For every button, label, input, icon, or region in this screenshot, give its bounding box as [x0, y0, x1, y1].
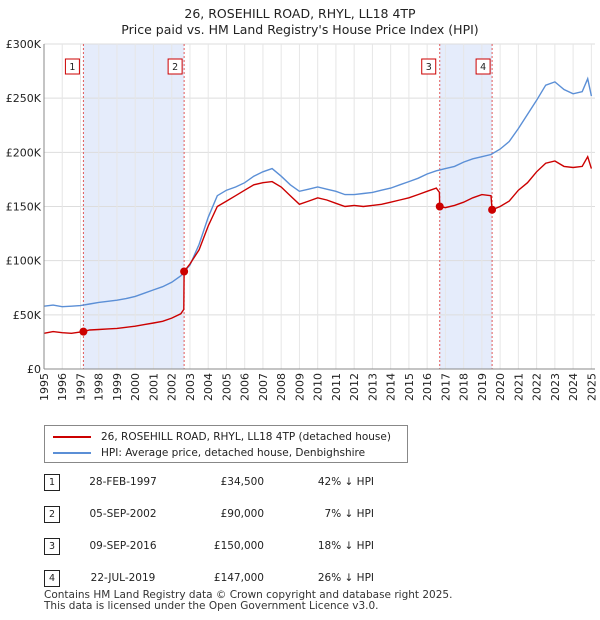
footer-licence: This data is licensed under the Open Gov…: [44, 600, 379, 612]
sale-marker-box: [421, 58, 437, 75]
sale-marker-label: 2: [172, 62, 178, 73]
chart-title: 26, ROSEHILL ROAD, RHYL, LL18 4TP: [184, 6, 416, 21]
y-tick-label: £50K: [13, 309, 42, 322]
sale-price: £150,000: [213, 540, 264, 552]
y-tick-label: £200K: [6, 146, 42, 159]
x-tick-label: 2018: [458, 373, 471, 401]
x-tick-label: 2004: [202, 373, 215, 401]
sale-date: 09-SEP-2016: [89, 540, 157, 552]
sale-date: 22-JUL-2019: [90, 572, 156, 584]
x-tick-label: 2012: [348, 373, 361, 401]
sale-price: £147,000: [213, 572, 264, 584]
sale-point: [435, 202, 444, 211]
legend-label-hpi: HPI: Average price, detached house, Denb…: [101, 447, 366, 459]
x-tick-label: 1997: [74, 373, 87, 401]
sale-marker-label: 1: [69, 62, 75, 73]
sale-number: 2: [44, 506, 60, 523]
y-tick-label: £0: [27, 363, 41, 376]
y-tick-label: £150K: [6, 201, 42, 214]
sale-price: £34,500: [220, 476, 264, 488]
sale-hpi-diff: 18% ↓ HPI: [317, 540, 374, 552]
y-tick-label: £300K: [6, 38, 42, 51]
x-tick-label: 2020: [494, 373, 507, 401]
sale-number: 4: [44, 570, 60, 587]
sale-marker-box: [475, 58, 491, 75]
sale-marker-label: 4: [480, 62, 486, 73]
footer-attribution: Contains HM Land Registry data © Crown c…: [44, 590, 452, 612]
footer-copyright: Contains HM Land Registry data © Crown c…: [44, 589, 453, 601]
x-tick-label: 2016: [421, 373, 434, 401]
sale-row: 1 28-FEB-1997 £34,500 42% ↓ HPI: [44, 474, 584, 492]
sale-row: 3 09-SEP-2016 £150,000 18% ↓ HPI: [44, 538, 584, 556]
legend-entry-property: 26, ROSEHILL ROAD, RHYL, LL18 4TP (detac…: [53, 429, 391, 445]
chart-legend: 26, ROSEHILL ROAD, RHYL, LL18 4TP (detac…: [44, 425, 408, 463]
sale-hpi-diff: 7% ↓ HPI: [324, 508, 374, 520]
x-tick-label: 2021: [512, 373, 525, 401]
sale-marker-box: [64, 58, 80, 75]
sale-number: 3: [44, 538, 60, 555]
x-tick-label: 2009: [293, 373, 306, 401]
x-tick-label: 2005: [220, 373, 233, 401]
sale-point: [180, 267, 189, 276]
sale-marker-box: [167, 58, 183, 75]
sale-number: 1: [44, 474, 60, 491]
sale-price: £90,000: [220, 508, 264, 520]
x-tick-label: 2023: [549, 373, 562, 401]
x-tick-label: 2025: [585, 373, 598, 401]
x-tick-label: 2011: [330, 373, 343, 401]
x-tick-label: 2006: [239, 373, 252, 401]
legend-swatch-property: [53, 436, 91, 438]
chart-subtitle: Price paid vs. HM Land Registry's House …: [121, 22, 479, 37]
legend-label-property: 26, ROSEHILL ROAD, RHYL, LL18 4TP (detac…: [101, 431, 391, 443]
y-tick-label: £100K: [6, 255, 42, 268]
sale-row: 4 22-JUL-2019 £147,000 26% ↓ HPI: [44, 570, 584, 588]
x-tick-label: 1999: [111, 373, 124, 401]
x-tick-label: 2017: [439, 373, 452, 401]
sale-row: 2 05-SEP-2002 £90,000 7% ↓ HPI: [44, 506, 584, 524]
x-tick-label: 2010: [312, 373, 325, 401]
x-tick-label: 2007: [257, 373, 270, 401]
x-tick-label: 1995: [38, 373, 51, 401]
x-tick-label: 2003: [184, 373, 197, 401]
x-tick-label: 2013: [366, 373, 379, 401]
x-tick-label: 2001: [147, 373, 160, 401]
x-tick-label: 2019: [476, 373, 489, 401]
sale-point: [79, 327, 88, 336]
x-tick-label: 2000: [129, 373, 142, 401]
x-tick-label: 2002: [166, 373, 179, 401]
x-tick-label: 1998: [93, 373, 106, 401]
y-tick-label: £250K: [6, 92, 42, 105]
x-tick-label: 2015: [403, 373, 416, 401]
sale-marker-label: 3: [426, 62, 432, 73]
sale-hpi-diff: 42% ↓ HPI: [317, 476, 374, 488]
series-line-property: [43, 154, 593, 335]
x-tick-label: 2014: [385, 373, 398, 401]
legend-entry-hpi: HPI: Average price, detached house, Denb…: [53, 445, 365, 461]
x-tick-label: 2024: [567, 373, 580, 401]
sale-point: [488, 205, 497, 214]
sale-date: 05-SEP-2002: [89, 508, 157, 520]
x-tick-label: 2022: [531, 373, 544, 401]
sale-date: 28-FEB-1997: [89, 476, 157, 488]
series-line-hpi: [43, 76, 593, 308]
x-tick-label: 2008: [275, 373, 288, 401]
price-chart: 1 2 3 4 £0 £50K £100K £150K £200K £250K £300K 1995 1…: [6, 38, 599, 401]
sale-hpi-diff: 26% ↓ HPI: [317, 572, 374, 584]
x-tick-label: 1996: [56, 373, 69, 401]
legend-swatch-hpi: [53, 452, 91, 454]
